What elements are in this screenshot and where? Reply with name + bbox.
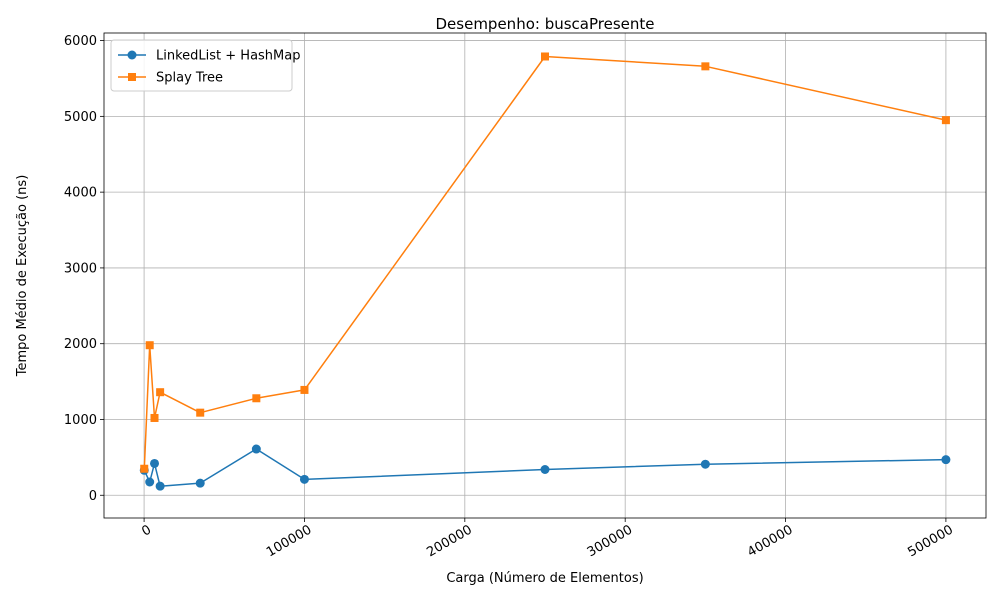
series-2 (140, 52, 950, 473)
data-point (145, 477, 155, 487)
y-axis-label: Tempo Médio de Execução (ns) (15, 175, 30, 378)
legend-box (110, 39, 293, 92)
legend-swatch-marker (127, 50, 137, 60)
y-tick-label: 2000 (64, 337, 97, 352)
x-tick-label: 100000 (264, 522, 314, 560)
data-point (941, 116, 950, 125)
y-tick-label: 5000 (64, 110, 97, 125)
data-point (140, 464, 149, 473)
data-point (252, 394, 261, 403)
chart-title: Desempenho: buscaPresente (436, 15, 655, 33)
data-point (299, 474, 309, 484)
data-point (150, 458, 160, 468)
y-tick-label: 1000 (64, 413, 97, 428)
y-tick-label: 0 (89, 489, 97, 504)
series-layer (139, 52, 951, 491)
legend-item: Splay Tree (118, 71, 223, 86)
x-tick-label: 500000 (905, 522, 955, 560)
x-tick-label: 400000 (745, 522, 795, 560)
data-point (150, 413, 159, 422)
y-tick-label: 6000 (64, 34, 97, 49)
series-line (143, 448, 946, 487)
legend-label: Splay Tree (156, 71, 223, 86)
series-1 (139, 444, 951, 491)
data-point (700, 459, 710, 469)
data-point (195, 478, 205, 488)
series-line (143, 55, 947, 469)
x-tick-label: 0 (139, 522, 154, 539)
x-tick-label: 300000 (585, 522, 635, 560)
y-tick-label: 4000 (64, 186, 97, 201)
data-point (541, 52, 549, 61)
data-point (300, 385, 309, 394)
data-point (155, 481, 165, 491)
legend-swatch-marker (128, 73, 136, 81)
grid-lines (104, 33, 986, 518)
x-tick-label: 200000 (424, 522, 474, 560)
x-axis-label: Carga (Número de Elementos) (446, 571, 643, 586)
legend-item: LinkedList + HashMap (118, 49, 300, 64)
data-point (251, 444, 261, 454)
plot-frame (103, 32, 987, 519)
data-point (196, 408, 205, 417)
data-point (701, 62, 710, 71)
data-point (540, 465, 550, 474)
data-point (156, 388, 165, 397)
legend: LinkedList + HashMap Splay Tree (110, 39, 300, 92)
data-point (145, 341, 154, 350)
data-point (941, 455, 951, 465)
legend-label: LinkedList + HashMap (156, 49, 300, 64)
y-tick-label: 3000 (64, 261, 97, 276)
